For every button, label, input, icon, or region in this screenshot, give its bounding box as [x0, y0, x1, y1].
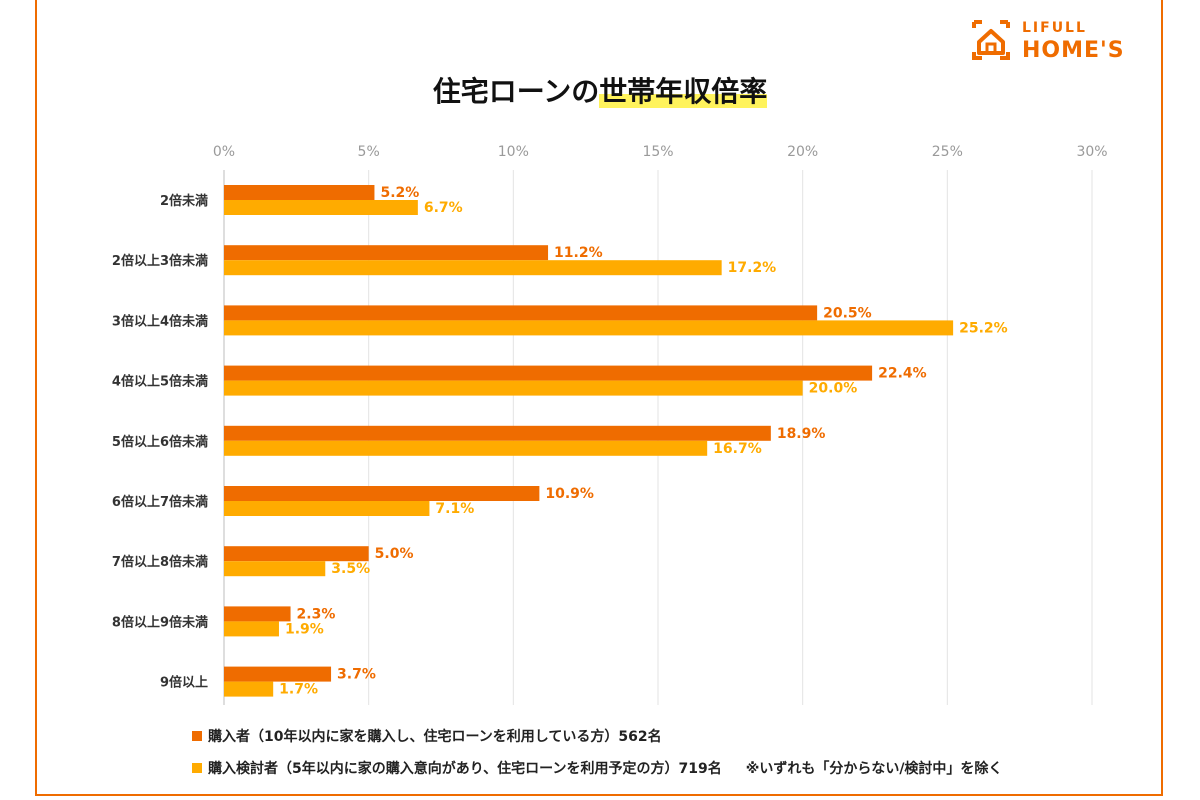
- category-label: 5倍以上6倍未満: [112, 434, 208, 450]
- chart-title: 住宅ローンの世帯年収倍率: [0, 70, 1200, 110]
- logo-text-homes: HOME'S: [1022, 38, 1125, 63]
- lifull-homes-logo: LIFULL HOME'S: [968, 16, 1138, 64]
- bar-purchaser: [224, 666, 332, 682]
- category-label-layer: 2倍未満 2倍以上3倍未満 3倍以上4倍未満 4倍以上5倍未満 5倍以上6倍未満 6倍以上…: [112, 193, 208, 691]
- bar-purchaser: [224, 365, 873, 381]
- data-label-layer: 5.2% 6.7% 11.2% 17.2% 20.5% 25.2% 22.4% 20.0% 18…: [279, 185, 1008, 698]
- legend-note: ※いずれも「分からない/検討中」を除く: [745, 761, 1003, 777]
- chart-title-highlight: 世帯年収倍率: [599, 75, 768, 108]
- bar-purchaser: [224, 546, 369, 562]
- category-label: 4倍以上5倍未満: [112, 374, 208, 390]
- data-label: 5.2%: [380, 185, 419, 201]
- category-label: 2倍未満: [160, 193, 208, 209]
- bar-considering: [224, 260, 722, 276]
- data-label: 3.5%: [331, 561, 370, 577]
- data-label: 16.7%: [713, 441, 762, 457]
- category-label: 6倍以上7倍未満: [112, 494, 208, 510]
- bar-considering: [224, 561, 326, 577]
- x-tick-label: 20%: [787, 144, 818, 160]
- legend-purchaser-label: 購入者（10年以内に家を購入し、住宅ローンを利用している方）562名: [208, 729, 662, 745]
- category-label: 8倍以上9倍未満: [112, 614, 208, 630]
- data-label: 20.0%: [809, 381, 858, 397]
- bar-purchaser: [224, 245, 549, 261]
- data-label: 20.5%: [823, 305, 872, 321]
- logo-text-lifull: LIFULL: [1022, 20, 1087, 36]
- data-label: 10.9%: [545, 486, 594, 502]
- x-tick-label: 25%: [932, 144, 963, 160]
- legend-purchaser-swatch: [192, 731, 202, 741]
- bar-purchaser: [224, 486, 540, 501]
- bar-purchaser: [224, 185, 375, 200]
- data-label: 17.2%: [728, 260, 777, 276]
- house-logo-icon: [972, 20, 1010, 60]
- data-label: 1.9%: [285, 621, 324, 637]
- data-label: 5.0%: [375, 546, 414, 562]
- data-label: 2.3%: [297, 606, 336, 622]
- x-tick-label: 10%: [498, 144, 529, 160]
- legend-considering-swatch: [192, 763, 202, 773]
- bar-purchaser: [224, 305, 818, 321]
- bar-considering: [224, 621, 279, 637]
- x-tick-label: 15%: [642, 144, 673, 160]
- x-tick-label: 30%: [1076, 144, 1107, 160]
- legend-considering-label: 購入検討者（5年以内に家の購入意向があり、住宅ローンを利用予定の方）719名: [208, 761, 722, 777]
- x-tick-label: 0%: [213, 144, 235, 160]
- chart-frame: [35, 0, 1163, 796]
- bar-purchaser: [224, 606, 291, 622]
- category-label: 7倍以上8倍未満: [112, 554, 208, 570]
- data-label: 3.7%: [337, 667, 376, 683]
- legend-purchaser: 購入者（10年以内に家を購入し、住宅ローンを利用している方）562名: [192, 726, 662, 746]
- bar-considering: [224, 380, 803, 396]
- bar-layer: [224, 185, 954, 697]
- bar-considering: [224, 320, 954, 336]
- bar-purchaser: [224, 425, 771, 441]
- x-tick-layer: 0% 5% 10% 15% 20% 25% 30%: [213, 144, 1108, 160]
- data-label: 22.4%: [878, 366, 927, 382]
- category-label: 3倍以上4倍未満: [112, 313, 208, 329]
- bar-considering: [224, 681, 274, 697]
- chart-title-part1: 住宅ローンの: [432, 75, 600, 108]
- data-label: 18.9%: [777, 426, 826, 442]
- data-label: 11.2%: [554, 245, 603, 261]
- data-label: 25.2%: [959, 320, 1008, 336]
- data-label: 6.7%: [424, 200, 463, 216]
- category-label: 2倍以上3倍未満: [112, 253, 208, 269]
- legend-considering: 購入検討者（5年以内に家の購入意向があり、住宅ローンを利用予定の方）719名 ※い…: [192, 758, 1002, 778]
- data-label: 7.1%: [435, 501, 474, 517]
- category-label: 9倍以上: [160, 675, 208, 691]
- bar-considering: [224, 200, 418, 215]
- x-tick-label: 5%: [358, 144, 380, 160]
- bar-considering: [224, 501, 430, 516]
- bar-considering: [224, 440, 708, 456]
- data-label: 1.7%: [279, 682, 318, 698]
